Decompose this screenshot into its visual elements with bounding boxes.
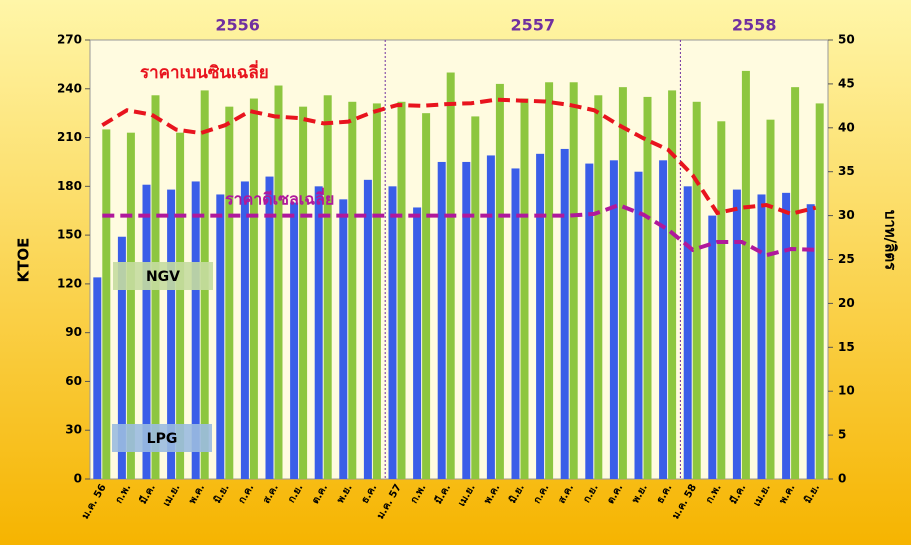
bar: [569, 82, 578, 479]
bar: [397, 101, 406, 479]
legend-box: [113, 262, 213, 290]
y2-tick-label: 35: [838, 164, 855, 178]
y2-tick-label: 40: [838, 120, 855, 134]
year-label: 2557: [511, 16, 556, 35]
y-tick-label: 120: [57, 276, 82, 290]
y-axis-label: KTOE: [15, 238, 33, 283]
bar: [176, 132, 185, 479]
bar: [511, 168, 520, 479]
bar: [668, 90, 677, 480]
bar: [462, 161, 471, 479]
bar: [536, 153, 545, 479]
bar: [732, 189, 741, 479]
bar: [791, 87, 800, 479]
bar: [585, 163, 594, 479]
bar: [782, 192, 791, 479]
bar: [741, 70, 750, 480]
bar: [806, 204, 815, 480]
year-label: 2558: [732, 16, 777, 35]
y-tick-label: 30: [65, 423, 82, 437]
bar: [314, 186, 323, 480]
y2-tick-label: 5: [838, 428, 846, 442]
plot-area: [89, 39, 829, 480]
bar: [618, 87, 627, 479]
y-tick-label: 60: [65, 374, 82, 388]
bar: [560, 148, 569, 479]
bar: [545, 82, 554, 479]
bar: [117, 236, 126, 479]
y2-tick-label: 10: [838, 384, 855, 398]
bar: [520, 98, 529, 480]
bar: [609, 160, 618, 479]
bar: [413, 207, 422, 479]
y2-tick-label: 50: [838, 33, 855, 47]
y2-tick-label: 45: [838, 76, 855, 90]
bar: [240, 181, 249, 479]
bar: [757, 194, 766, 480]
bar: [692, 101, 701, 479]
bar: [766, 119, 775, 479]
bar: [363, 179, 372, 479]
bar: [142, 184, 151, 480]
y-tick-label: 0: [74, 472, 82, 486]
bar: [126, 132, 135, 479]
bar: [290, 202, 299, 479]
bar: [422, 113, 431, 480]
bar: [372, 103, 381, 480]
line-series: [101, 97, 817, 216]
bar: [93, 277, 102, 479]
legend-box: [112, 424, 212, 452]
bar: [634, 171, 643, 479]
y2-axis-label: บาท/ลิตร: [882, 210, 900, 271]
bar: [717, 121, 726, 479]
bar: [102, 129, 111, 480]
y2-tick-label: 15: [838, 340, 855, 354]
bar: [167, 189, 176, 479]
year-label: 2556: [215, 16, 260, 35]
y2-tick-label: 0: [838, 472, 846, 486]
bar: [659, 160, 668, 479]
y2-tick-label: 30: [838, 208, 855, 222]
legend-label: LPG: [147, 431, 178, 447]
bar: [216, 194, 225, 480]
bar: [299, 106, 308, 479]
bar: [643, 96, 652, 479]
bar: [249, 98, 258, 480]
bar: [446, 72, 455, 479]
bar: [348, 101, 357, 479]
bar: [815, 103, 824, 480]
bar: [274, 85, 283, 479]
bar: [437, 161, 446, 479]
y-tick-label: 150: [57, 228, 82, 242]
bar: [225, 106, 234, 479]
y-tick-label: 90: [65, 325, 82, 339]
y-tick-label: 180: [57, 179, 82, 193]
y2-tick-label: 20: [838, 296, 855, 310]
bar: [265, 176, 274, 480]
y-tick-label: 210: [57, 130, 82, 144]
bar: [339, 199, 348, 479]
y-tick-label: 270: [57, 33, 82, 47]
bar: [388, 186, 397, 480]
bar: [594, 95, 603, 479]
legend-label: NGV: [146, 269, 180, 285]
bar: [683, 186, 692, 480]
bar: [495, 83, 504, 480]
bar: [708, 215, 717, 479]
bar: [323, 95, 332, 479]
bar: [471, 116, 480, 479]
line-label: ราคาเบนซินเฉลี่ย: [140, 60, 269, 83]
bar: [486, 155, 495, 479]
y-tick-label: 240: [57, 81, 82, 95]
y2-tick-label: 25: [838, 252, 855, 266]
bar: [191, 181, 200, 479]
line-label: ราคาดีเซลเฉลี่ย: [225, 188, 334, 209]
line-series: [102, 202, 816, 258]
